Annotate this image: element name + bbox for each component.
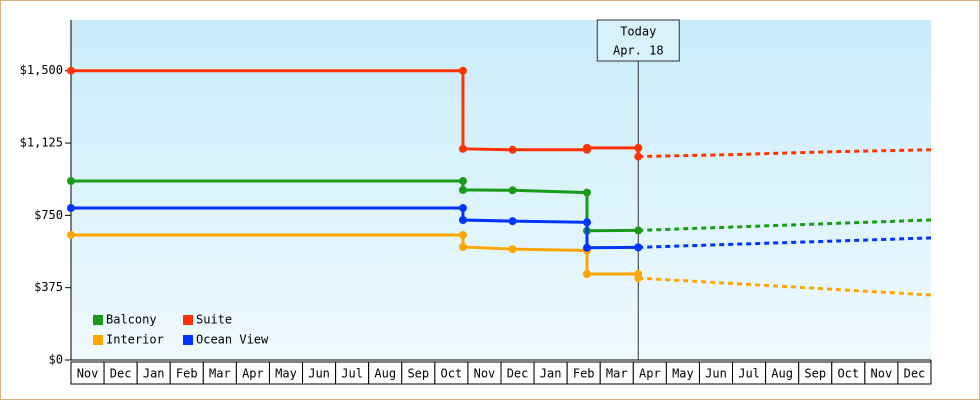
x-tick-label: Dec [110, 367, 132, 381]
point [67, 66, 75, 75]
y-tick-label: $1,125 [20, 136, 63, 150]
point [634, 143, 643, 152]
x-tick-label: Aug [771, 367, 793, 381]
legend-swatch [183, 315, 193, 325]
point [583, 243, 591, 252]
point [458, 231, 467, 240]
x-tick-label: Jul [341, 367, 363, 381]
point [67, 177, 75, 186]
legend-swatch [93, 335, 103, 345]
point [458, 185, 467, 194]
point [458, 66, 467, 75]
today-label: Today [620, 25, 656, 39]
x-tick-label: Nov [77, 367, 99, 381]
x-tick-label: Oct [441, 367, 463, 381]
point [458, 242, 467, 251]
point [583, 269, 591, 278]
forecast-line [638, 276, 932, 297]
y-tick-label: $750 [34, 208, 63, 222]
x-tick-label: Mar [606, 367, 628, 381]
today-box [596, 19, 680, 62]
x-tick-label: May [672, 367, 694, 381]
point [508, 186, 517, 195]
x-tick-label: Feb [176, 367, 198, 381]
point [634, 243, 643, 252]
x-tick-label: Dec [507, 367, 529, 381]
x-tick-label: Aug [374, 367, 396, 381]
point [458, 144, 467, 153]
point [67, 204, 75, 213]
x-tick-label: Jun [308, 367, 330, 381]
x-tick-label: May [275, 367, 297, 381]
legend-label: Ocean View [196, 333, 269, 347]
point [508, 245, 517, 254]
point [67, 231, 75, 240]
x-tick-label: Jun [705, 367, 727, 381]
legend-swatch [93, 315, 103, 325]
y-tick-label: $1,500 [20, 63, 63, 77]
point [634, 226, 643, 235]
point [583, 143, 591, 152]
x-tick-label: Jan [143, 367, 165, 381]
forecast-line [638, 148, 932, 159]
x-tick-label: Mar [209, 367, 231, 381]
point [458, 177, 467, 186]
y-tick-label: $0 [49, 353, 63, 367]
series-line [71, 69, 640, 157]
legend-label: Balcony [106, 313, 157, 327]
x-tick-label: Jul [738, 367, 760, 381]
x-tick-label: Nov [871, 367, 893, 381]
y-tick-label: $375 [34, 280, 63, 294]
point [508, 217, 517, 226]
forecast-line [638, 236, 932, 249]
point [458, 215, 467, 224]
point [583, 218, 591, 227]
point [583, 188, 591, 197]
forecast-line [638, 218, 932, 232]
today-label: Apr. 18 [613, 44, 664, 58]
legend-label: Suite [196, 313, 232, 327]
x-tick-label: Nov [474, 367, 496, 381]
point [634, 274, 643, 283]
x-tick-label: Sep [804, 367, 826, 381]
x-tick-label: Apr [639, 367, 661, 381]
point [508, 145, 517, 154]
x-tick-label: Apr [242, 367, 264, 381]
x-tick-label: Sep [407, 367, 429, 381]
x-tick-label: Jan [540, 367, 562, 381]
point [458, 204, 467, 213]
x-tick-label: Feb [573, 367, 595, 381]
legend-label: Interior [106, 333, 164, 347]
legend-swatch [183, 335, 193, 345]
point [634, 152, 643, 161]
x-tick-label: Oct [837, 367, 859, 381]
x-tick-label: Dec [904, 367, 926, 381]
